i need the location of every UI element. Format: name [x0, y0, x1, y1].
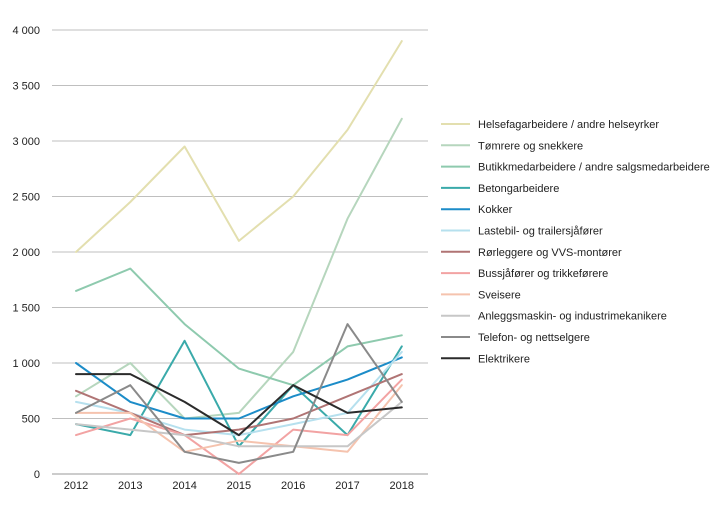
y-tick-label: 500: [22, 414, 40, 426]
x-tick-label: 2018: [390, 480, 414, 492]
gridlines: [52, 29, 428, 475]
legend-label: Helsefagarbeidere / andre helseyrker: [478, 119, 659, 131]
y-tick-label: 1 000: [12, 358, 40, 370]
series-line-9: [75, 400, 403, 448]
x-tick-label: 2016: [281, 480, 305, 492]
y-tick-label: 1 500: [12, 303, 40, 315]
x-tick-label: 2013: [118, 480, 142, 492]
x-tick-label: 2017: [335, 480, 359, 492]
y-tick-label: 2 500: [12, 192, 40, 204]
series-line-2: [75, 267, 403, 387]
legend-label: Telefon- og nettselgere: [478, 332, 590, 344]
series-line-1: [75, 117, 403, 420]
legend-label: Sveisere: [478, 289, 521, 301]
x-axis-tick-labels: 2012 2013 2014 2015 2016 2017 2018: [64, 480, 414, 492]
x-tick-label: 2012: [64, 480, 88, 492]
legend-label: Tømrere og snekkere: [478, 140, 583, 152]
y-tick-label: 0: [34, 469, 40, 481]
legend-label: Elektrikere: [478, 353, 530, 365]
legend-label: Bussjåfører og trikkeførere: [478, 268, 608, 280]
legend-label: Lastebil- og trailersjåfører: [478, 226, 603, 238]
legend-label: Rørleggere og VVS-montører: [478, 247, 622, 259]
y-tick-label: 3 500: [12, 81, 40, 93]
series-line-0: [75, 40, 403, 253]
y-axis-tick-labels: 0 500 1 000 1 500 2 000 2 500 3 000 3 500 4 000: [12, 25, 40, 481]
series-line-4: [75, 356, 403, 420]
x-tick-label: 2014: [172, 480, 196, 492]
legend-label: Anleggsmaskin- og industrimekanikere: [478, 311, 667, 323]
series-line-10: [75, 323, 403, 464]
series-lines: [75, 40, 403, 475]
series-line-11: [75, 373, 403, 437]
legend-label: Betongarbeidere: [478, 183, 559, 195]
y-tick-label: 2 000: [12, 247, 40, 259]
x-tick-label: 2015: [227, 480, 251, 492]
legend-label: Kokker: [478, 204, 513, 216]
legend: Helsefagarbeidere / andre helseyrker Tømr…: [441, 119, 710, 365]
series-line-8: [75, 384, 403, 453]
legend-label: Butikkmedarbeidere / andre salgsmedarbei…: [478, 162, 710, 174]
y-tick-label: 3 000: [12, 136, 40, 148]
y-tick-label: 4 000: [12, 25, 40, 37]
series-line-7: [75, 378, 403, 475]
